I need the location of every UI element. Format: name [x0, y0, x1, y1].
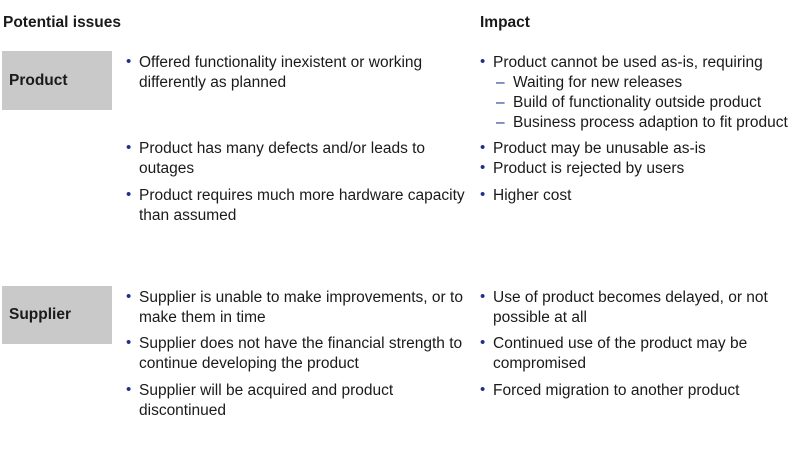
product-impact-subitem: Business process adaption to fit product	[480, 113, 809, 133]
supplier-issues-list-1: Supplier is unable to make improvements,…	[126, 287, 471, 328]
product-impact-item: Product cannot be used as-is, requiring	[480, 52, 809, 73]
supplier-issue-item: Supplier does not have the financial str…	[126, 333, 471, 374]
product-label-text: Product	[9, 71, 68, 89]
product-impact-item: Product is rejected by users	[480, 158, 809, 179]
supplier-impact-item: Use of product becomes delayed, or not p…	[480, 287, 809, 328]
product-issues-list-2: Product has many defects and/or leads to…	[126, 138, 471, 179]
supplier-issues-list-2: Supplier does not have the financial str…	[126, 333, 471, 374]
header-potential-issues: Potential issues	[3, 14, 122, 31]
supplier-issues-list-3: Supplier will be acquired and product di…	[126, 380, 471, 421]
product-issues-list-3: Product requires much more hardware capa…	[126, 185, 471, 226]
product-issues-list-1: Offered functionality inexistent or work…	[126, 52, 471, 93]
product-impact-subitem: Waiting for new releases	[480, 73, 809, 93]
supplier-impact-item: Continued use of the product may be comp…	[480, 333, 809, 374]
supplier-label: Supplier	[2, 286, 112, 344]
supplier-impact-item: Forced migration to another product	[480, 380, 809, 401]
supplier-issue-item: Supplier will be acquired and product di…	[126, 380, 471, 421]
supplier-issue-item: Supplier is unable to make improvements,…	[126, 287, 471, 328]
product-impact-item: Product may be unusable as-is	[480, 138, 809, 159]
product-issue-item: Offered functionality inexistent or work…	[126, 52, 471, 93]
product-impact-list-3: Higher cost	[480, 185, 809, 206]
product-label: Product	[2, 51, 112, 110]
product-issue-item: Product has many defects and/or leads to…	[126, 138, 471, 179]
product-impact-list-2: Product may be unusable as-is Product is…	[480, 138, 809, 179]
header-impact: Impact	[480, 14, 530, 31]
supplier-impact-list-1: Use of product becomes delayed, or not p…	[480, 287, 809, 328]
supplier-impact-list-2: Continued use of the product may be comp…	[480, 333, 809, 374]
product-impact-list-1: Product cannot be used as-is, requiring …	[480, 52, 809, 133]
product-impact-subitem: Build of functionality outside product	[480, 93, 809, 113]
product-impact-item: Higher cost	[480, 185, 809, 206]
supplier-label-text: Supplier	[9, 306, 72, 323]
supplier-impact-list-3: Forced migration to another product	[480, 380, 809, 401]
product-issue-item: Product requires much more hardware capa…	[126, 185, 471, 226]
